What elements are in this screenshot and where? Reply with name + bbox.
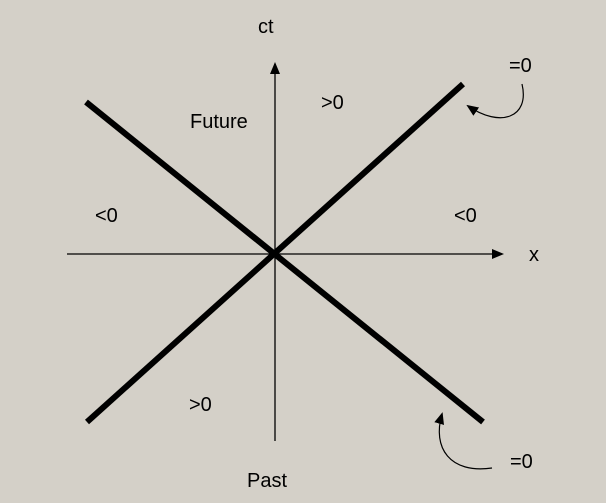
past-region-label: >0	[189, 394, 212, 416]
left-region-label: <0	[95, 205, 118, 227]
past-label: Past	[247, 470, 287, 492]
light-cone-line-falling	[84, 99, 485, 425]
pointer-arrow-bottom	[434, 412, 493, 470]
future-region-label: >0	[321, 92, 344, 114]
future-label: Future	[190, 111, 248, 133]
ct-axis-label: ct	[258, 16, 274, 38]
light-cone-bottom-label: =0	[510, 451, 533, 473]
pointer-arrow-top	[466, 83, 524, 119]
light-cone-top-label: =0	[509, 55, 532, 77]
x-axis-label: x	[529, 244, 539, 266]
right-region-label: <0	[454, 205, 477, 227]
